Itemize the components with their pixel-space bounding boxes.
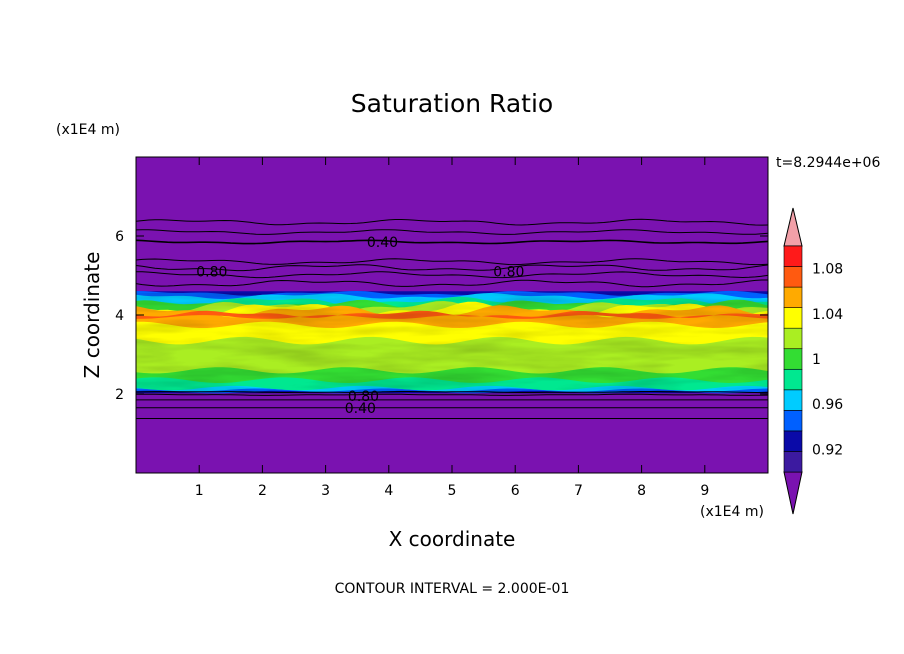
contour-line-4	[136, 264, 768, 272]
chart-title: Saturation Ratio	[351, 89, 553, 118]
x-tick-label: 1	[195, 483, 204, 499]
colorbar-swatch	[783, 430, 803, 452]
y-tick-label: 2	[115, 387, 124, 403]
x-tick-label: 9	[700, 483, 709, 499]
y-unit-label: (x1E4 m)	[56, 122, 120, 138]
colorbar-swatch	[783, 348, 803, 370]
x-unit-label: (x1E4 m)	[700, 504, 764, 520]
contour-line-8	[136, 393, 768, 396]
colorbar-swatch	[783, 286, 803, 308]
colorbar: 0.92 0.96 1 1.04 1.08	[783, 207, 843, 515]
colorbar-swatch	[783, 266, 803, 288]
colorbar-swatch	[783, 307, 803, 329]
colorbar-under-arrow	[783, 471, 803, 515]
x-tick-label: 8	[637, 483, 646, 499]
colorbar-swatch	[783, 410, 803, 432]
contour-line-2	[136, 239, 768, 245]
x-tick-label: 4	[384, 483, 393, 499]
contour-line-7	[136, 391, 768, 394]
contour-label: 0.40	[367, 235, 398, 251]
contour-line-0	[136, 218, 768, 226]
y-axis-label: Z coordinate	[80, 252, 104, 379]
y-tick-label: 4	[115, 308, 124, 324]
x-axis-label: X coordinate	[389, 527, 516, 551]
contour-line-5	[136, 271, 768, 279]
contour-label: 0.80	[493, 265, 524, 281]
saturation-field	[136, 290, 768, 394]
colorbar-tick-label: 1.04	[812, 307, 843, 323]
contour-label: 0.80	[348, 389, 379, 405]
plot-area	[136, 157, 768, 473]
field-texture	[136, 293, 768, 394]
contour-interval-footer: CONTOUR INTERVAL = 2.000E-01	[335, 581, 570, 597]
time-label: t=8.2944e+06	[776, 155, 880, 171]
contour-lines	[136, 218, 768, 419]
contour-line-6	[136, 279, 768, 288]
y-axis-ticks: 2 4 6	[115, 229, 768, 403]
colorbar-swatch	[783, 389, 803, 411]
colorbar-tick-label: 1	[812, 352, 821, 368]
colorbar-tick-label: 0.92	[812, 442, 843, 458]
colorbar-swatch	[783, 451, 803, 473]
contour-labels: 0.400.80 0.800.800.40	[196, 235, 524, 417]
x-axis-ticks: 1 2 3 4 5 6 7 8 9	[195, 157, 709, 499]
colorbar-swatch	[783, 368, 803, 391]
x-tick-label: 6	[511, 483, 520, 499]
x-tick-label: 7	[574, 483, 583, 499]
x-tick-label: 5	[448, 483, 457, 499]
colorbar-swatch	[783, 327, 803, 350]
contour-line-3	[136, 258, 768, 266]
x-tick-label: 2	[258, 483, 267, 499]
colorbar-swatch	[783, 245, 803, 267]
colorbar-tick-label: 1.08	[812, 262, 843, 278]
x-tick-label: 3	[321, 483, 330, 499]
colorbar-tick-label: 0.96	[812, 397, 843, 413]
contour-label: 0.80	[196, 265, 227, 281]
y-tick-label: 6	[115, 229, 124, 245]
colorbar-over-arrow	[783, 207, 803, 247]
contour-line-1	[136, 229, 768, 235]
contour-label: 0.40	[345, 401, 376, 417]
